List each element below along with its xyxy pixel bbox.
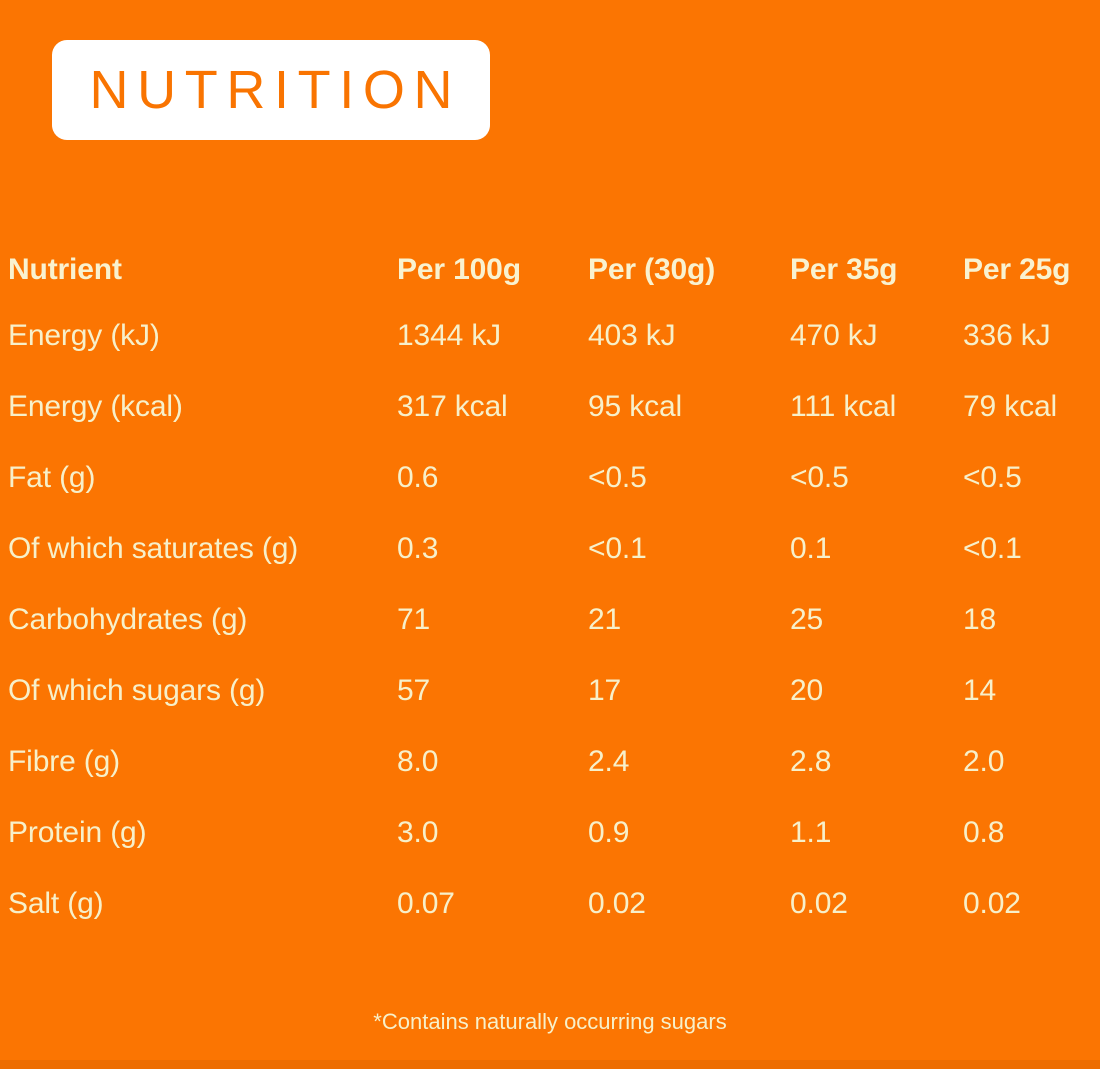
- nutrient-value-cell: <0.5: [963, 460, 1022, 494]
- nutrient-value-cell: 0.02: [790, 886, 848, 920]
- nutrient-label: Energy (kcal): [8, 389, 183, 423]
- table-row-energy-kj: Energy (kJ) 1344 kJ 403 kJ 470 kJ 336 kJ: [8, 300, 1092, 371]
- nutrient-value-cell: 2.8: [790, 744, 832, 778]
- nutrient-value-cell: 2.4: [588, 744, 630, 778]
- nutrient-value-cell: 17: [588, 673, 622, 707]
- page-title: NUTRITION: [89, 60, 462, 120]
- nutrient-value-cell: 71: [397, 602, 431, 636]
- nutrient-value-cell: 0.1: [790, 531, 832, 565]
- nutrient-value-cell: <0.1: [963, 531, 1022, 565]
- nutrient-value-cell: 21: [588, 602, 622, 636]
- nutrient-label: Protein (g): [8, 815, 147, 849]
- nutrient-value-cell: 95 kcal: [588, 389, 683, 423]
- nutrient-label: Of which saturates (g): [8, 531, 299, 565]
- table-row-energy-kcal: Energy (kcal) 317 kcal 95 kcal 111 kcal …: [8, 371, 1092, 442]
- nutrient-value-cell: 25: [790, 602, 824, 636]
- column-header-nutrient: Nutrient: [8, 253, 122, 286]
- nutrient-value-cell: <0.1: [588, 531, 647, 565]
- nutrient-value-cell: 3.0: [397, 815, 439, 849]
- nutrient-value-cell: 14: [963, 673, 997, 707]
- nutrient-value-cell: 0.07: [397, 886, 455, 920]
- nutrient-value-cell: 8.0: [397, 744, 439, 778]
- nutrient-value-cell: 0.6: [397, 460, 439, 494]
- table-row-fibre: Fibre (g) 8.0 2.4 2.8 2.0: [8, 726, 1092, 797]
- nutrient-value-cell: 20: [790, 673, 824, 707]
- nutrient-value-cell: 0.8: [963, 815, 1005, 849]
- column-header-per-25g: Per 25g: [963, 253, 1071, 286]
- nutrient-value-cell: 0.02: [963, 886, 1021, 920]
- nutrient-label: Carbohydrates (g): [8, 602, 248, 636]
- bottom-accent-strip: [0, 1060, 1100, 1069]
- table-row-salt: Salt (g) 0.07 0.02 0.02 0.02: [8, 868, 1092, 939]
- nutrient-value-cell: 57: [397, 673, 431, 707]
- nutrient-value-cell: 0.9: [588, 815, 630, 849]
- table-header-row: Nutrient Per 100g Per (30g) Per 35g Per …: [8, 240, 1092, 300]
- nutrient-label: Fat (g): [8, 460, 96, 494]
- nutrient-value-cell: 1.1: [790, 815, 832, 849]
- column-header-per-100g: Per 100g: [397, 253, 521, 286]
- nutrient-value-cell: 470 kJ: [790, 318, 878, 352]
- table-row-sugars: Of which sugars (g) 57 17 20 14: [8, 655, 1092, 726]
- column-header-per-30g: Per (30g): [588, 253, 716, 286]
- table-row-saturates: Of which saturates (g) 0.3 <0.1 0.1 <0.1: [8, 513, 1092, 584]
- nutrient-value-cell: <0.5: [790, 460, 849, 494]
- table-row-carbohydrates: Carbohydrates (g) 71 21 25 18: [8, 584, 1092, 655]
- nutrient-value-cell: 336 kJ: [963, 318, 1051, 352]
- nutrient-label: Of which sugars (g): [8, 673, 266, 707]
- nutrient-value-cell: 79 kcal: [963, 389, 1058, 423]
- nutrient-value-cell: 0.3: [397, 531, 439, 565]
- nutrient-value-cell: <0.5: [588, 460, 647, 494]
- table-row-fat: Fat (g) 0.6 <0.5 <0.5 <0.5: [8, 442, 1092, 513]
- nutrient-value-cell: 2.0: [963, 744, 1005, 778]
- nutrient-label: Fibre (g): [8, 744, 120, 778]
- footnote: *Contains naturally occurring sugars: [373, 1009, 727, 1034]
- table-row-protein: Protein (g) 3.0 0.9 1.1 0.8: [8, 797, 1092, 868]
- nutrition-title-panel: NUTRITION: [52, 40, 490, 140]
- nutrient-value-cell: 0.02: [588, 886, 646, 920]
- column-header-per-35g: Per 35g: [790, 253, 898, 286]
- nutrient-value-cell: 317 kcal: [397, 389, 508, 423]
- nutrition-table: Nutrient Per 100g Per (30g) Per 35g Per …: [8, 240, 1092, 939]
- nutrient-label: Salt (g): [8, 886, 104, 920]
- nutrient-value-cell: 403 kJ: [588, 318, 676, 352]
- nutrient-value-cell: 1344 kJ: [397, 318, 502, 352]
- nutrient-value-cell: 18: [963, 602, 997, 636]
- nutrient-label: Energy (kJ): [8, 318, 160, 352]
- nutrient-value-cell: 111 kcal: [790, 389, 897, 423]
